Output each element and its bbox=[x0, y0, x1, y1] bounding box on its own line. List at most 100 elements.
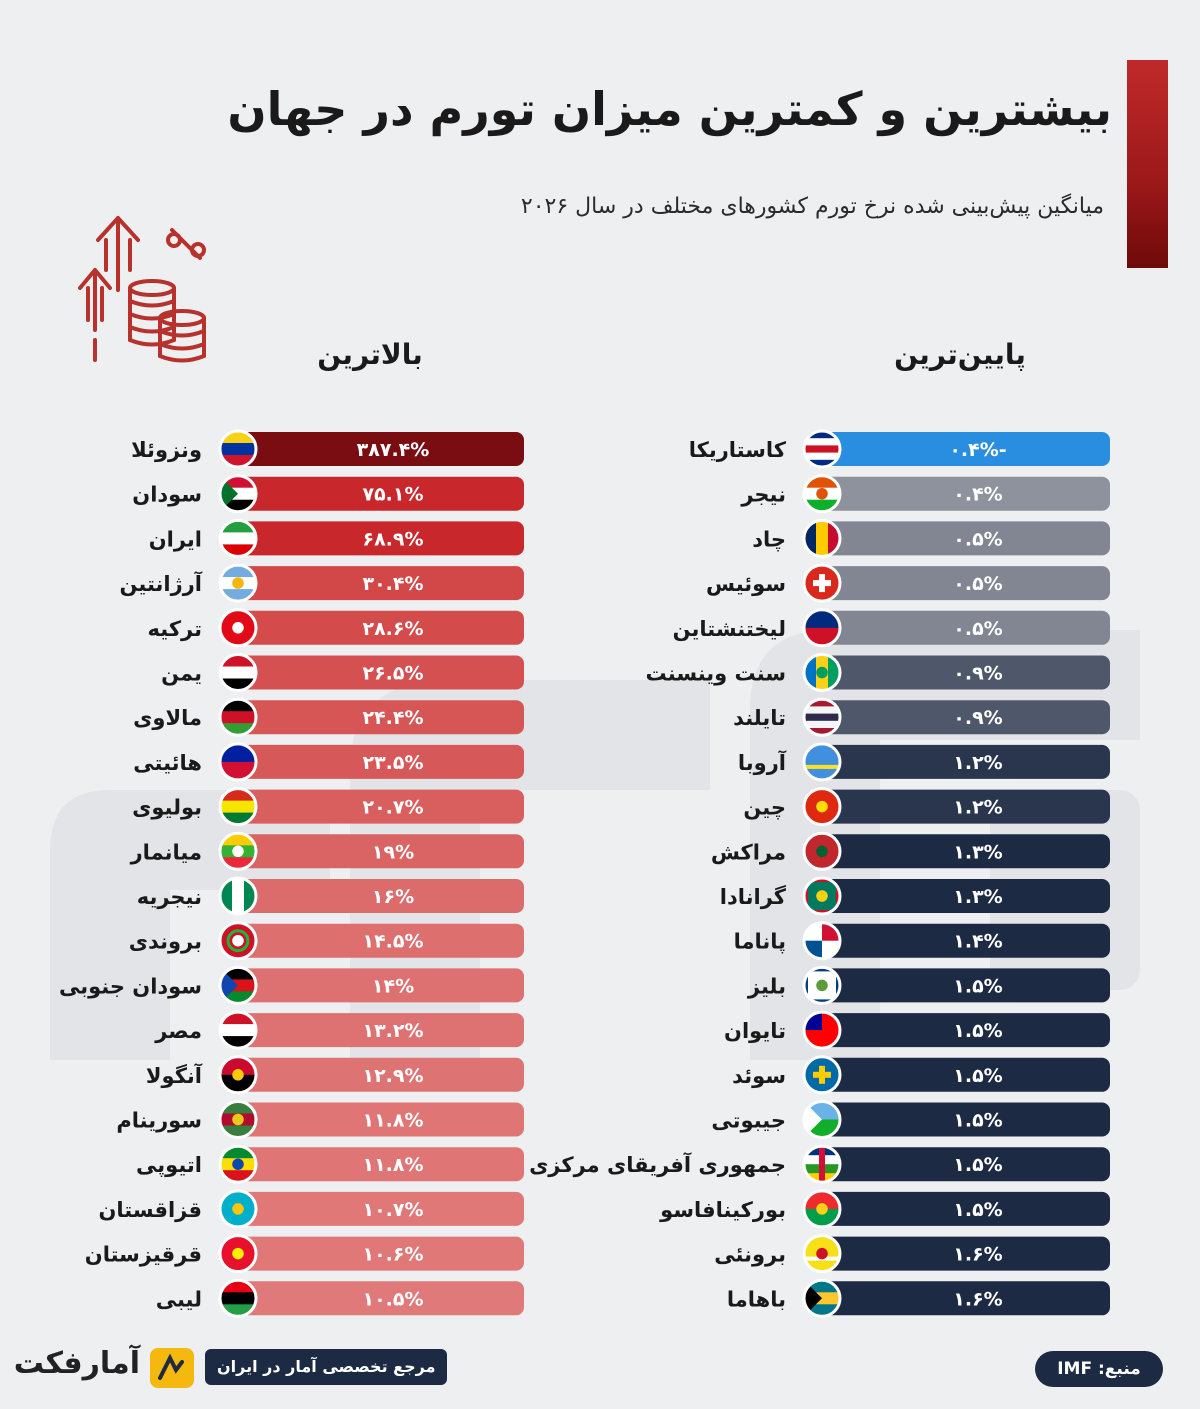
bar-high bbox=[238, 879, 524, 913]
country-label: سوئیس bbox=[706, 572, 786, 596]
bar-low bbox=[822, 1057, 1110, 1092]
bar-high bbox=[238, 566, 524, 601]
iran-flag-icon bbox=[218, 518, 258, 558]
bar-high bbox=[238, 968, 524, 1003]
country-label: ترکیه bbox=[148, 617, 202, 641]
bar-high bbox=[238, 655, 524, 690]
country-label: جیبوتی bbox=[711, 1109, 786, 1133]
burundi-flag-icon bbox=[218, 921, 258, 961]
bar-low bbox=[822, 432, 1110, 466]
country-label: قزاقستان bbox=[98, 1198, 202, 1222]
bar-value-label: ۲۸.۶% bbox=[362, 618, 423, 640]
bar-value-label: ۱.۵% bbox=[953, 1199, 1002, 1221]
belize-flag-icon bbox=[802, 965, 842, 1005]
bar-value-label: ۲۰.۷% bbox=[362, 797, 423, 819]
country-label: ونزوئلا bbox=[131, 438, 202, 462]
costa-rica-flag-icon bbox=[802, 429, 842, 469]
bar-value-label: ۱.۵% bbox=[953, 1110, 1002, 1132]
libya-flag-icon bbox=[218, 1278, 258, 1318]
bar-low bbox=[822, 521, 1110, 556]
argentina-flag-icon bbox=[218, 563, 258, 603]
bar-value-label: ۱۰.۷% bbox=[362, 1199, 423, 1221]
bar-value-label: ۰.۵% bbox=[953, 528, 1002, 550]
country-label: آرژانتین bbox=[119, 571, 202, 596]
bolivia-flag-icon bbox=[218, 787, 258, 827]
rising-coins-percent-icon bbox=[78, 216, 206, 363]
bar-value-label: ۱.۵% bbox=[953, 1065, 1002, 1087]
country-label: سوئد bbox=[732, 1064, 786, 1088]
djibouti-flag-icon bbox=[802, 1100, 842, 1139]
country-label: هائیتی bbox=[133, 751, 202, 775]
country-label: اتیوپی bbox=[136, 1153, 202, 1177]
bar-low bbox=[822, 744, 1110, 779]
brand-tagline: مرجع تخصصی آمار در ایران bbox=[205, 1349, 448, 1385]
bar-low bbox=[822, 879, 1110, 913]
source-badge: منبع: IMF bbox=[1035, 1351, 1163, 1387]
morocco-flag-icon bbox=[802, 831, 842, 871]
saint-vincent-flag-icon bbox=[802, 653, 842, 692]
country-label: کاستاریکا bbox=[689, 438, 787, 462]
bar-high bbox=[238, 700, 524, 735]
lowest-column-title: پایین‌ترین bbox=[894, 338, 1026, 371]
bar-high bbox=[238, 744, 524, 779]
kyrgyzstan-flag-icon bbox=[218, 1234, 258, 1274]
south-sudan-flag-icon bbox=[218, 965, 258, 1005]
country-label: تایلند bbox=[733, 706, 786, 730]
country-label: بروندی bbox=[129, 930, 202, 954]
country-label: گرانادا bbox=[720, 884, 787, 909]
brand-logo-text: آمارفکت bbox=[13, 1346, 140, 1381]
bar-value-label: ۲۳.۵% bbox=[362, 752, 423, 774]
bar-value-label: ۱.۳% bbox=[953, 841, 1002, 863]
country-label: سنت وینسنت bbox=[646, 662, 786, 686]
bar-value-label: ۷۵.۱% bbox=[362, 484, 423, 506]
country-label: بلیز bbox=[747, 974, 786, 998]
country-label: برونئی bbox=[714, 1243, 786, 1267]
bar-low bbox=[822, 923, 1110, 958]
liechtenstein-flag-icon bbox=[802, 608, 842, 648]
bar-value-label: ۱۰.۵% bbox=[362, 1288, 423, 1310]
country-label: مصر bbox=[154, 1019, 202, 1043]
country-label: ایران bbox=[149, 527, 202, 551]
bar-high bbox=[238, 1236, 524, 1271]
bar-value-label: ۲۴.۴% bbox=[362, 707, 423, 729]
bar-value-label: ۰.۵% bbox=[953, 618, 1002, 640]
bar-value-label: ۱.۴% bbox=[953, 931, 1002, 953]
bar-high bbox=[238, 834, 524, 869]
bar-value-label: ۰.۴% bbox=[953, 484, 1002, 506]
angola-flag-icon bbox=[218, 1055, 258, 1095]
bar-low bbox=[822, 1013, 1110, 1048]
country-label: لیختنشتاین bbox=[673, 617, 786, 641]
bar-high bbox=[238, 1057, 524, 1092]
country-label: لیبی bbox=[156, 1287, 202, 1311]
bar-value-label: ۱۱.۸% bbox=[362, 1154, 423, 1176]
bar-value-label: ۱.۶% bbox=[953, 1244, 1002, 1266]
country-label: مالاوی bbox=[133, 706, 202, 730]
burkina-faso-flag-icon bbox=[802, 1189, 842, 1229]
bar-value-label: ۳۸۷.۴% bbox=[357, 439, 430, 461]
highest-column-title: بالاترین bbox=[317, 338, 423, 371]
bar-high bbox=[238, 1191, 524, 1226]
bar-value-label: ۱۴.۵% bbox=[362, 931, 423, 953]
ethiopia-flag-icon bbox=[218, 1144, 258, 1184]
bar-value-label: ۱.۵% bbox=[953, 1020, 1002, 1042]
bar-high bbox=[238, 610, 524, 645]
chad-flag-icon bbox=[802, 518, 842, 558]
country-label: نیجر bbox=[740, 483, 786, 507]
turkey-flag-icon bbox=[218, 608, 258, 648]
grenada-flag-icon bbox=[802, 876, 842, 916]
bar-low bbox=[822, 1236, 1110, 1271]
country-label: سودان جنوبی bbox=[59, 974, 202, 998]
page-subtitle: میانگین پیش‌بینی شده نرخ تورم کشورهای مخ… bbox=[520, 194, 1104, 219]
bar-value-label: ۰.۵% bbox=[953, 573, 1002, 595]
bar-low bbox=[822, 789, 1110, 824]
central-african-republic-flag-icon bbox=[802, 1144, 842, 1184]
bar-low bbox=[822, 476, 1110, 511]
sudan-flag-icon bbox=[218, 474, 258, 514]
kazakhstan-flag-icon bbox=[218, 1189, 258, 1229]
bar-high bbox=[238, 476, 524, 511]
country-label: قرقیزستان bbox=[85, 1243, 202, 1267]
brunei-flag-icon bbox=[802, 1234, 842, 1274]
bar-value-label: ۱۹% bbox=[372, 841, 414, 863]
